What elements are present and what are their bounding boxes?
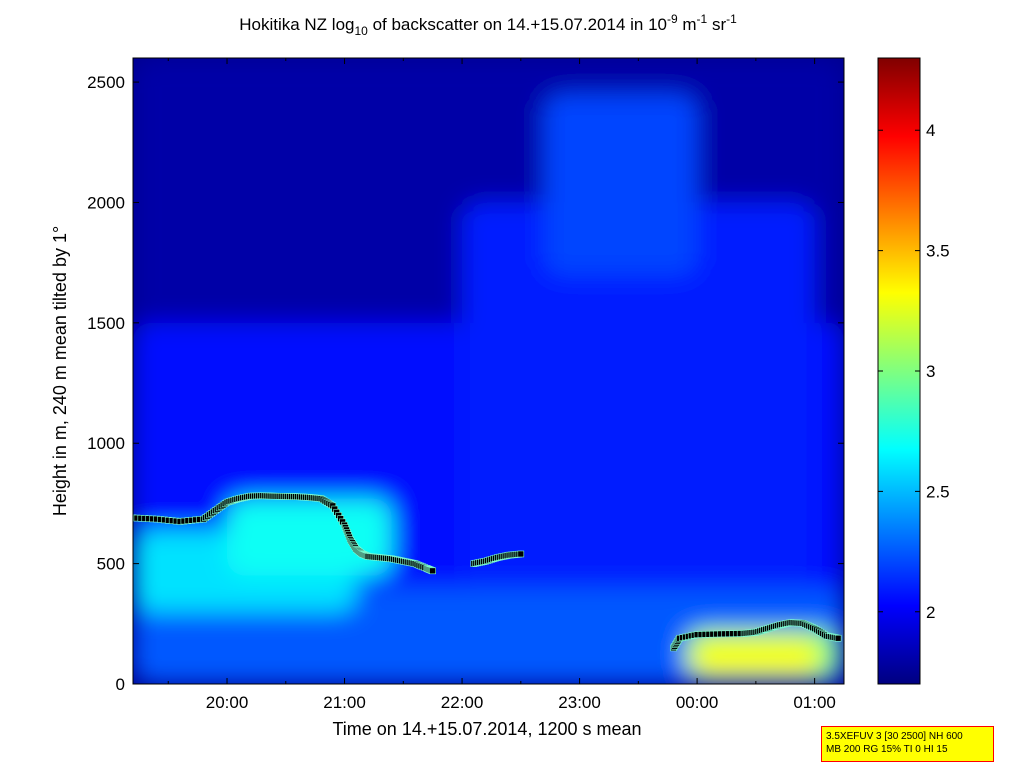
x-axis-ticks: 20:00 21:00 22:00 23:00 00:00 01:00 (167, 58, 836, 712)
x-tick-label: 22:00 (441, 693, 484, 712)
x-tick-label: 20:00 (206, 693, 249, 712)
series-marker (429, 567, 436, 575)
x-tick-label: 21:00 (323, 693, 366, 712)
y-tick-label: 1000 (87, 434, 125, 453)
info-box: 3.5XEFUV 3 [30 2500] NH 600 MB 200 RG 15… (821, 726, 994, 762)
heatmap-region (691, 638, 821, 677)
heatmap-area (133, 58, 844, 684)
info-line-1: 3.5XEFUV 3 [30 2500] NH 600 (826, 731, 963, 742)
y-tick-label: 500 (97, 555, 125, 574)
heatmap-regions (133, 58, 844, 684)
series-marker (834, 634, 842, 642)
x-tick-label: 23:00 (558, 693, 601, 712)
colorbar-tick-label: 2.5 (926, 482, 950, 501)
heatmap-region (544, 94, 698, 275)
y-tick-label: 2000 (87, 193, 125, 212)
colorbar-tick-label: 4 (926, 121, 935, 140)
x-tick-label: 01:00 (793, 693, 836, 712)
y-tick-label: 1500 (87, 314, 125, 333)
series-marker (517, 550, 525, 558)
colorbar-tick-label: 3.5 (926, 242, 950, 261)
x-tick-label: 00:00 (676, 693, 719, 712)
colorbar-tick-label: 2 (926, 603, 935, 622)
chart-title: Hokitika NZ log10 of backscatter on 14.+… (239, 12, 737, 38)
info-line-2: MB 200 RG 15% TI 0 HI 15 (826, 744, 948, 755)
y-tick-label: 0 (116, 675, 125, 694)
plot-frame (132, 57, 845, 685)
heatmap-region (227, 498, 392, 576)
boundary-layer-markers (133, 492, 842, 652)
x-axis-label: Time on 14.+15.07.2014, 1200 s mean (332, 719, 641, 739)
colorbar (877, 57, 921, 685)
colorbar-ticks: 2 2.5 3 3.5 4 (878, 121, 950, 622)
y-axis-label: Height in m, 240 m mean tilted by 1° (50, 226, 70, 516)
heatmap-region (462, 202, 815, 588)
colorbar-tick-label: 3 (926, 362, 935, 381)
y-tick-label: 2500 (87, 73, 125, 92)
y-axis-ticks: 0 500 1000 1500 2000 2500 (87, 73, 844, 694)
